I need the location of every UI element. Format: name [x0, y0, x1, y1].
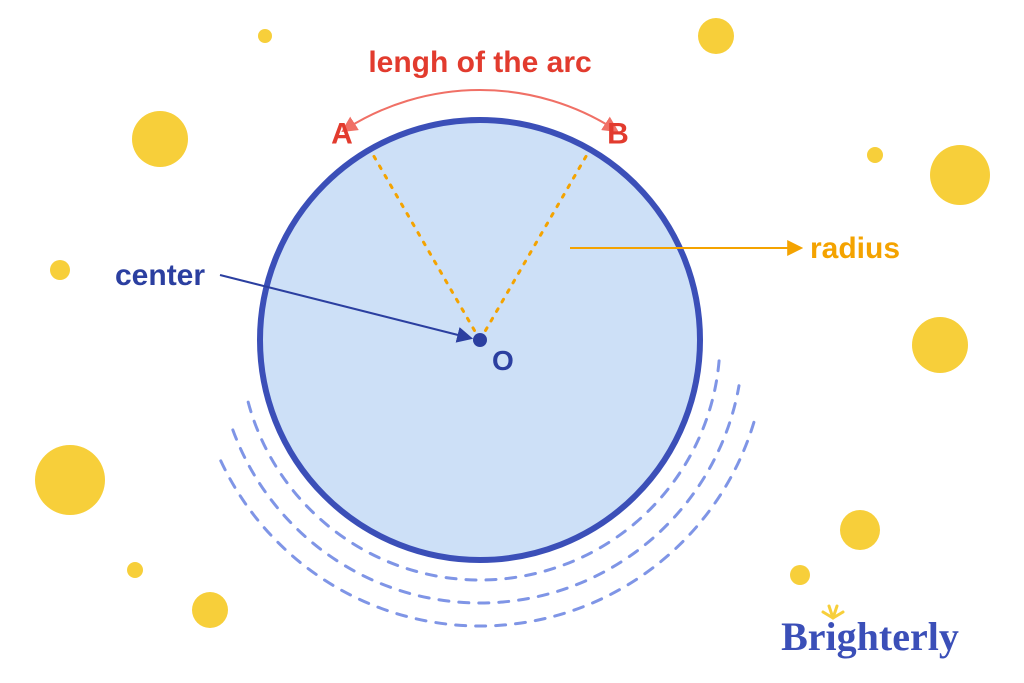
point-b-label: B [607, 117, 629, 150]
point-a-label: A [331, 117, 353, 150]
center-dot [473, 333, 487, 347]
brand-logo: Brighterly [781, 606, 959, 659]
arc-length-diagram: Olengh of the arc A Bradius center Brighterl… [0, 0, 1024, 683]
brand-text: Brighterly [781, 614, 959, 659]
radius-label: radius [810, 232, 900, 265]
center-label: center [115, 259, 205, 292]
center-point-label: O [492, 345, 514, 376]
arc-length-label: lengh of the arc [368, 46, 591, 79]
